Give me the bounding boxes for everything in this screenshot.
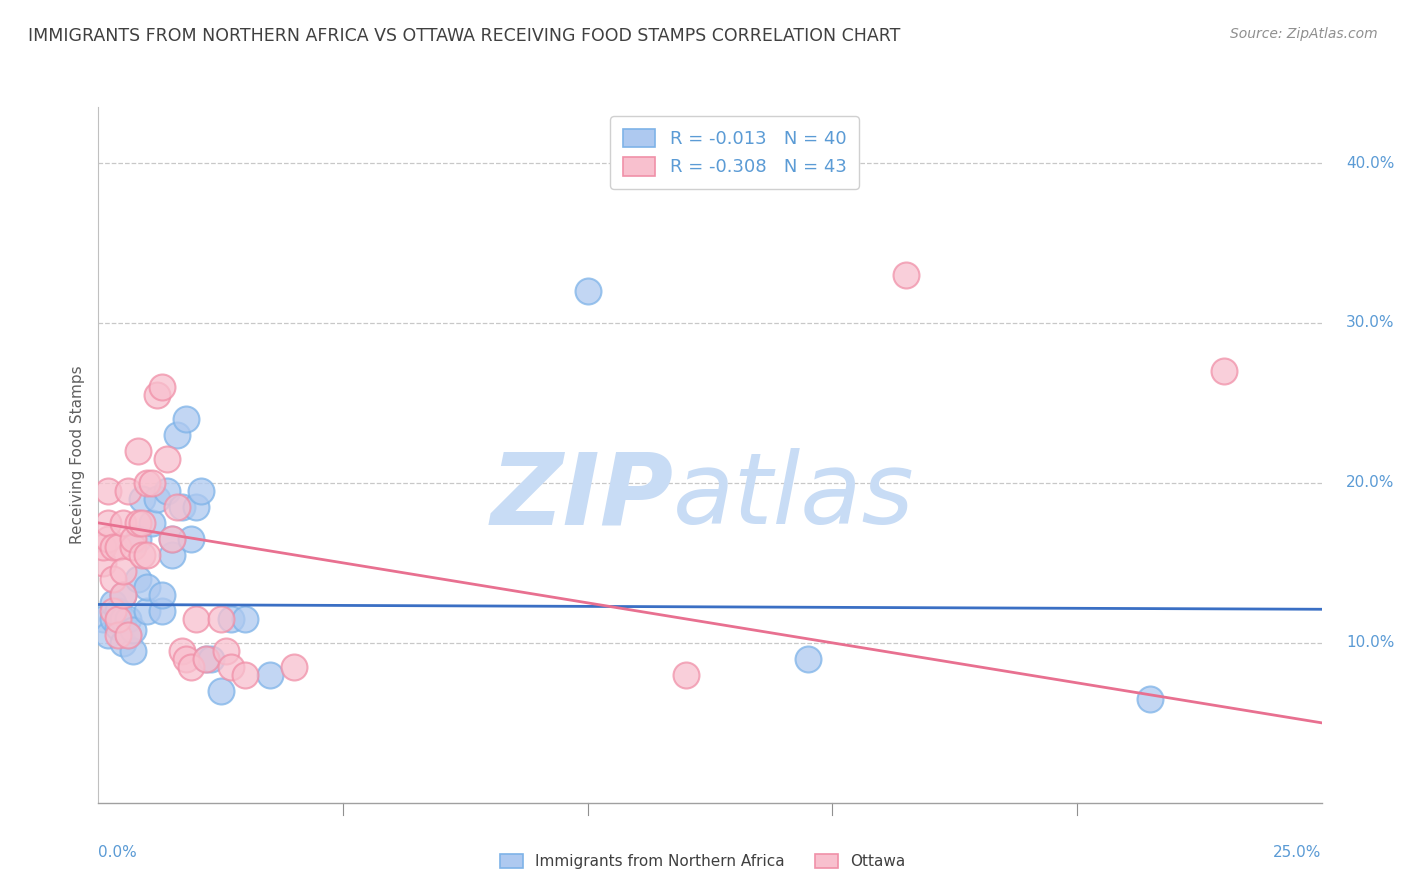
Point: [233, 668, 256, 682]
Text: 30.0%: 30.0%: [1346, 316, 1395, 330]
Point: [91, 612, 114, 626]
Point: [150, 380, 173, 394]
Point: [127, 532, 149, 546]
Point: [675, 668, 697, 682]
Point: [121, 540, 143, 554]
Point: [121, 532, 143, 546]
Point: [146, 388, 169, 402]
Point: [101, 572, 124, 586]
Point: [141, 516, 163, 530]
Point: [176, 652, 198, 666]
Point: [180, 532, 202, 546]
Point: [1139, 691, 1161, 706]
Point: [200, 652, 222, 666]
Point: [259, 668, 281, 682]
Point: [160, 548, 183, 562]
Point: [97, 628, 120, 642]
Point: [97, 516, 120, 530]
Point: [117, 612, 139, 626]
Point: [190, 483, 212, 498]
Point: [111, 564, 134, 578]
Point: [576, 284, 599, 298]
Text: atlas: atlas: [673, 448, 915, 545]
Point: [186, 500, 208, 514]
Point: [195, 652, 218, 666]
Point: [101, 540, 124, 554]
Text: Source: ZipAtlas.com: Source: ZipAtlas.com: [1230, 27, 1378, 41]
Point: [107, 628, 129, 642]
Point: [111, 636, 134, 650]
Point: [219, 612, 242, 626]
Text: 40.0%: 40.0%: [1346, 155, 1395, 170]
Point: [117, 628, 139, 642]
Point: [111, 516, 134, 530]
Legend: Immigrants from Northern Africa, Ottawa: Immigrants from Northern Africa, Ottawa: [494, 848, 912, 875]
Point: [136, 548, 159, 562]
Point: [136, 604, 159, 618]
Point: [101, 612, 124, 626]
Point: [176, 412, 198, 426]
Point: [111, 588, 134, 602]
Point: [797, 652, 820, 666]
Point: [101, 604, 124, 618]
Point: [170, 500, 193, 514]
Point: [121, 644, 143, 658]
Point: [209, 612, 232, 626]
Point: [180, 660, 202, 674]
Point: [107, 620, 129, 634]
Point: [214, 644, 236, 658]
Point: [117, 483, 139, 498]
Point: [107, 540, 129, 554]
Point: [186, 612, 208, 626]
Point: [111, 612, 134, 626]
Point: [131, 548, 153, 562]
Point: [91, 556, 114, 570]
Point: [107, 604, 129, 618]
Point: [209, 683, 232, 698]
Point: [131, 516, 153, 530]
Point: [127, 444, 149, 458]
Point: [136, 580, 159, 594]
Y-axis label: Receiving Food Stamps: Receiving Food Stamps: [69, 366, 84, 544]
Point: [117, 628, 139, 642]
Point: [219, 660, 242, 674]
Point: [101, 596, 124, 610]
Text: ZIP: ZIP: [491, 448, 673, 545]
Point: [146, 491, 169, 506]
Point: [195, 652, 218, 666]
Point: [91, 540, 114, 554]
Point: [97, 532, 120, 546]
Point: [166, 428, 188, 442]
Point: [127, 516, 149, 530]
Point: [127, 572, 149, 586]
Point: [131, 491, 153, 506]
Point: [121, 623, 143, 637]
Point: [97, 483, 120, 498]
Text: 10.0%: 10.0%: [1346, 635, 1395, 650]
Text: 0.0%: 0.0%: [98, 845, 138, 860]
Point: [150, 604, 173, 618]
Text: 25.0%: 25.0%: [1274, 845, 1322, 860]
Text: IMMIGRANTS FROM NORTHERN AFRICA VS OTTAWA RECEIVING FOOD STAMPS CORRELATION CHAR: IMMIGRANTS FROM NORTHERN AFRICA VS OTTAW…: [28, 27, 900, 45]
Point: [160, 532, 183, 546]
Point: [1212, 364, 1234, 378]
Text: 20.0%: 20.0%: [1346, 475, 1395, 491]
Point: [894, 268, 917, 282]
Point: [170, 644, 193, 658]
Point: [111, 588, 134, 602]
Point: [233, 612, 256, 626]
Point: [156, 483, 179, 498]
Point: [283, 660, 305, 674]
Point: [166, 500, 188, 514]
Point: [160, 532, 183, 546]
Point: [136, 475, 159, 490]
Legend: R = -0.013   N = 40, R = -0.308   N = 43: R = -0.013 N = 40, R = -0.308 N = 43: [610, 116, 859, 189]
Point: [141, 475, 163, 490]
Point: [156, 451, 179, 466]
Point: [107, 612, 129, 626]
Point: [150, 588, 173, 602]
